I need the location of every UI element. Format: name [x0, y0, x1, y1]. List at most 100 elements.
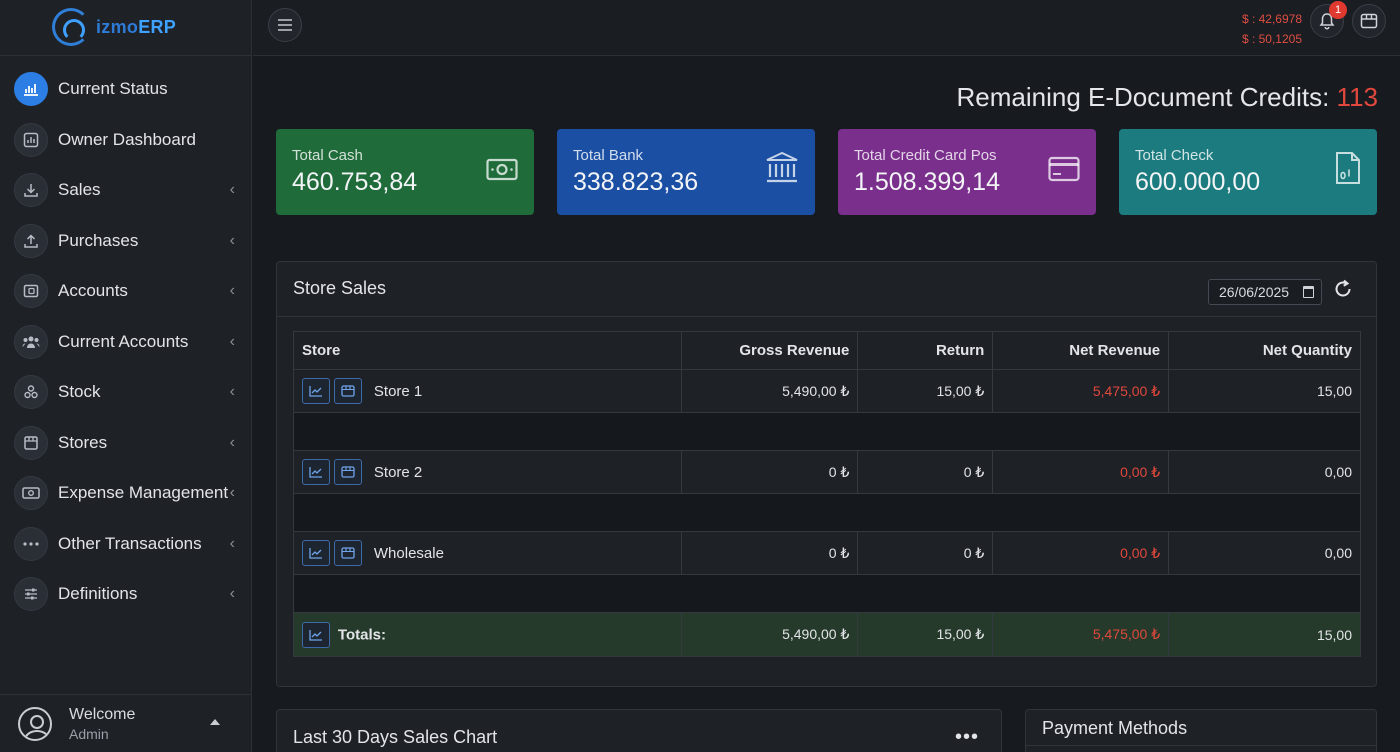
chevron-left-icon: ‹	[229, 332, 235, 350]
refresh-icon	[1335, 279, 1351, 297]
sidebar-item-sales[interactable]: Sales ‹	[0, 165, 251, 216]
upload-icon	[14, 223, 48, 258]
total-gross-revenue: 5,490,00 ₺	[680, 612, 859, 657]
net-revenue-cell: 5,475,00 ₺	[992, 369, 1170, 413]
sidebar-item-stores[interactable]: Stores ‹	[0, 418, 251, 469]
logo-text: izmoERP	[96, 17, 176, 38]
sidebar-item-other-transactions[interactable]: Other Transactions ‹	[0, 519, 251, 570]
date-value: 26/06/2025	[1219, 284, 1290, 300]
more-options-button[interactable]: •••	[954, 726, 979, 748]
divider	[1026, 745, 1376, 746]
net-revenue-cell: 0,00 ₺	[992, 531, 1170, 575]
sidebar-item-label: Current Accounts	[58, 331, 189, 351]
credit-card-icon	[1048, 155, 1080, 188]
column-header[interactable]: Net Revenue	[992, 331, 1170, 370]
view-store-button[interactable]	[334, 378, 362, 404]
view-chart-button[interactable]	[302, 540, 330, 566]
logo-prefix: izmo	[96, 17, 139, 37]
user-role: Admin	[69, 725, 109, 742]
sidebar-item-accounts[interactable]: Accounts ‹	[0, 266, 251, 317]
store-cell: Store 2	[293, 450, 682, 494]
sidebar-item-label: Expense Management	[58, 483, 229, 503]
sidebar-item-label: Owner Dashboard	[58, 129, 196, 149]
table-spacer-row	[293, 493, 1361, 532]
view-total-chart-button[interactable]	[302, 621, 330, 648]
exchange-rates: $ : 42,6978 $ : 50,1205	[1242, 9, 1302, 49]
refresh-button[interactable]	[1330, 276, 1356, 302]
download-icon	[14, 173, 48, 208]
sidebar-item-expense-management[interactable]: Expense Management ‹	[0, 468, 251, 519]
store-name: Wholesale	[373, 544, 444, 562]
line-chart-icon	[309, 548, 322, 559]
avatar	[18, 706, 52, 741]
notifications-button[interactable]: 1	[1310, 1, 1347, 38]
sidebar-item-label: Definitions	[58, 584, 138, 604]
column-header[interactable]: Return	[857, 331, 994, 370]
totals-row: Totals: 5,490,00 ₺ 15,00 ₺ 5,475,00 ₺ 15…	[293, 612, 1361, 657]
date-picker-input[interactable]: 26/06/2025	[1208, 279, 1322, 305]
store-sales-panel: Store Sales 26/06/2025 Store Gross Reven…	[276, 261, 1377, 687]
hamburger-icon	[278, 19, 292, 31]
store-switch-button[interactable]	[1352, 4, 1386, 38]
sliders-icon	[14, 577, 48, 612]
store-name: Store 2	[373, 463, 423, 481]
wallet-icon	[14, 274, 48, 309]
sidebar-item-current-status[interactable]: Current Status	[0, 64, 251, 115]
logo[interactable]: izmoERP	[0, 0, 251, 56]
table-spacer-row	[293, 412, 1361, 451]
table-row: Wholesale 0 ₺ 0 ₺ 0,00 ₺ 0,00	[293, 531, 1361, 575]
column-header[interactable]: Net Quantity	[1168, 331, 1361, 370]
card-title: Total Check	[1135, 147, 1214, 164]
chevron-left-icon: ‹	[229, 383, 235, 401]
total-check-card[interactable]: Total Check 600.000,00	[1119, 129, 1377, 215]
user-info: Welcome Admin	[69, 706, 135, 742]
sidebar-item-purchases[interactable]: Purchases ‹	[0, 216, 251, 267]
total-net-revenue: 5,475,00 ₺	[992, 612, 1170, 657]
line-chart-icon	[309, 629, 322, 641]
store-icon	[341, 385, 355, 397]
chevron-left-icon: ‹	[229, 282, 235, 300]
return-cell: 0 ₺	[857, 531, 994, 575]
welcome-text: Welcome	[69, 705, 136, 723]
column-header[interactable]: Store	[293, 331, 682, 370]
total-cash-card[interactable]: Total Cash 460.753,84	[276, 129, 534, 215]
store-name: Store 1	[373, 382, 423, 400]
e-document-credits: Remaining E-Document Credits: 113	[957, 82, 1379, 113]
sidebar-item-owner-dashboard[interactable]: Owner Dashboard	[0, 115, 251, 166]
chart-icon	[14, 72, 48, 107]
more-icon	[14, 526, 48, 561]
return-cell: 0 ₺	[857, 450, 994, 494]
table-row: Store 2 0 ₺ 0 ₺ 0,00 ₺ 0,00	[293, 450, 1361, 494]
card-value: 600.000,00	[1135, 168, 1261, 196]
net-quantity-cell: 15,00	[1168, 369, 1361, 413]
view-store-button[interactable]	[334, 459, 362, 485]
people-icon	[14, 324, 48, 359]
chevron-left-icon: ‹	[229, 484, 235, 502]
user-menu[interactable]: Welcome Admin	[0, 694, 252, 752]
total-net-quantity: 15,00	[1168, 612, 1361, 657]
menu-toggle-button[interactable]	[268, 8, 302, 42]
totals-label: Totals:	[337, 626, 386, 643]
dashboard-icon	[14, 122, 48, 157]
sidebar-item-label: Stores	[58, 432, 108, 452]
view-chart-button[interactable]	[302, 459, 330, 485]
return-cell: 15,00 ₺	[857, 369, 994, 413]
sidebar-item-stock[interactable]: Stock ‹	[0, 367, 251, 418]
column-header[interactable]: Gross Revenue	[680, 331, 859, 370]
calendar-icon[interactable]	[1303, 286, 1314, 298]
view-chart-button[interactable]	[302, 378, 330, 404]
total-bank-card[interactable]: Total Bank 338.823,36	[557, 129, 815, 215]
bank-icon	[765, 151, 799, 190]
logo-suffix: ERP	[138, 17, 177, 37]
view-store-button[interactable]	[334, 540, 362, 566]
line-chart-icon	[309, 467, 322, 478]
gross-revenue-cell: 5,490,00 ₺	[680, 369, 859, 413]
sidebar-item-definitions[interactable]: Definitions ‹	[0, 569, 251, 620]
net-quantity-cell: 0,00	[1168, 450, 1361, 494]
sidebar-item-current-accounts[interactable]: Current Accounts ‹	[0, 317, 251, 368]
table-spacer-row	[293, 574, 1361, 613]
document-icon	[1335, 152, 1361, 190]
sidebar-item-label: Purchases	[58, 230, 139, 250]
total-credit-card-pos-card[interactable]: Total Credit Card Pos 1.508.399,14	[838, 129, 1096, 215]
boxes-icon	[14, 375, 48, 410]
